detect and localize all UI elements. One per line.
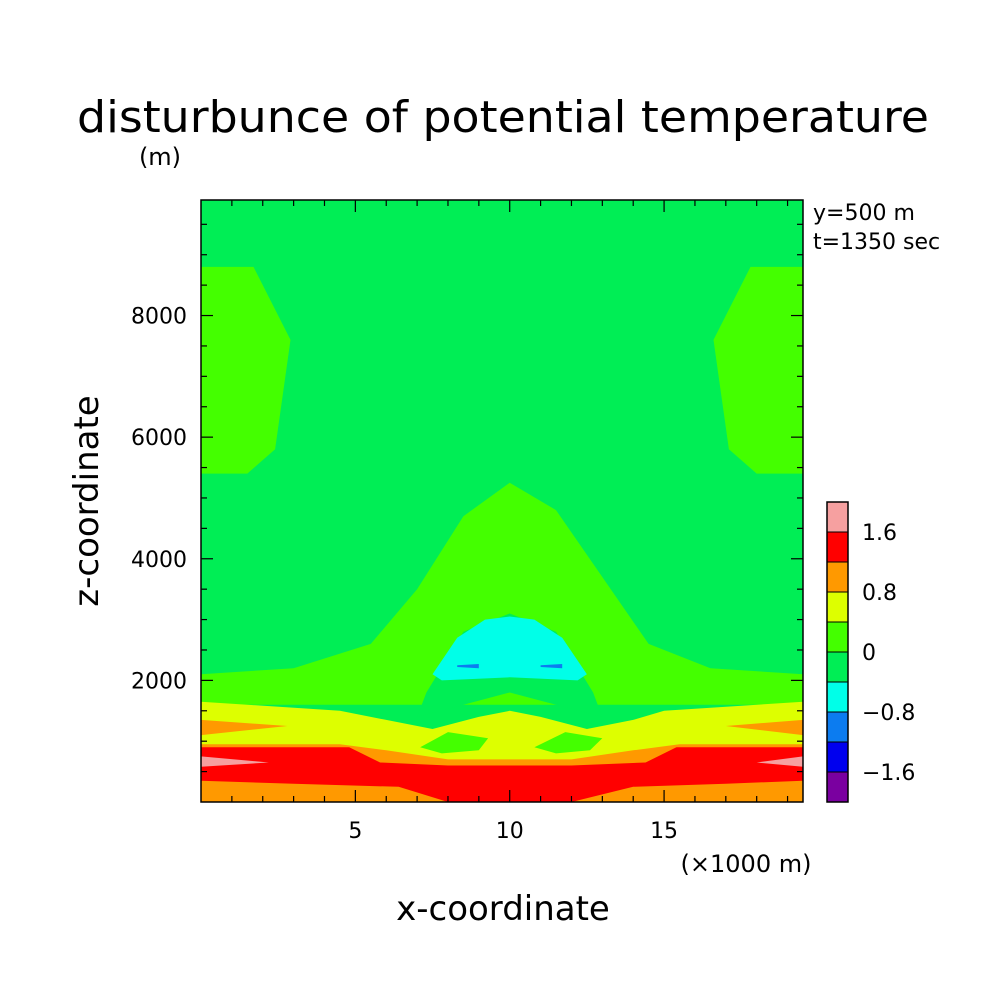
contour-region-1 bbox=[201, 266, 291, 474]
colorbar-tick-label: −0.8 bbox=[862, 701, 915, 726]
colorbar-swatch bbox=[827, 652, 848, 682]
x-tick-label: 5 bbox=[348, 819, 362, 844]
contour-region-9 bbox=[420, 732, 489, 754]
colorbar-swatch bbox=[827, 742, 848, 772]
colorbar-swatch bbox=[827, 772, 848, 802]
y-tick-label: 4000 bbox=[131, 548, 187, 573]
y-axis-label: z-coordinate bbox=[67, 395, 107, 606]
x-tick-label: 15 bbox=[650, 819, 678, 844]
colorbar-swatch bbox=[827, 682, 848, 712]
colorbar-swatch bbox=[827, 562, 848, 592]
chart-title: disturbunce of potential temperature bbox=[77, 92, 929, 143]
contour-region-14 bbox=[201, 747, 803, 802]
contour-region-7 bbox=[540, 664, 563, 669]
colorbar-tick-label: 1.6 bbox=[862, 521, 897, 546]
axis-tick-labels: 5 10 15 2000 4000 6000 8000 bbox=[131, 305, 678, 844]
colorbar-swatch bbox=[827, 502, 848, 532]
contour-region-5 bbox=[432, 616, 587, 681]
x-unit-label: (×1000 m) bbox=[681, 850, 812, 878]
contour-region-13 bbox=[725, 719, 803, 736]
contour-region-16 bbox=[756, 756, 803, 767]
y-unit-label: (m) bbox=[139, 143, 181, 171]
x-tick-label: 10 bbox=[496, 819, 524, 844]
contour-region-6 bbox=[457, 664, 479, 669]
y-tick-label: 8000 bbox=[131, 305, 187, 330]
colorbar-swatch bbox=[827, 532, 848, 562]
x-axis-label: x-coordinate bbox=[396, 889, 610, 929]
contour-region-10 bbox=[534, 732, 603, 754]
colorbar-tick-label: 0 bbox=[862, 641, 876, 666]
contour-region-15 bbox=[201, 756, 269, 767]
colorbar-swatch bbox=[827, 622, 848, 652]
colorbar-tick-label: 0.8 bbox=[862, 581, 897, 606]
y-tick-label: 2000 bbox=[131, 669, 187, 694]
colorbar: 1.6 0.8 0 −0.8 −1.6 bbox=[826, 501, 915, 803]
y-tick-label: 6000 bbox=[131, 426, 187, 451]
annotation-y: y=500 m bbox=[813, 201, 915, 226]
axis-ticks bbox=[201, 200, 803, 802]
contour-region-3 bbox=[201, 482, 803, 705]
colorbar-frame bbox=[826, 501, 849, 803]
annotation-t: t=1350 sec bbox=[813, 230, 940, 255]
colorbar-swatch bbox=[827, 592, 848, 622]
contour-field bbox=[201, 200, 803, 802]
contour-region-12 bbox=[201, 719, 288, 736]
colorbar-tick-label: −1.6 bbox=[862, 761, 915, 786]
contour-region-2 bbox=[713, 266, 803, 474]
colorbar-swatch bbox=[827, 712, 848, 742]
plot-frame bbox=[200, 199, 804, 803]
